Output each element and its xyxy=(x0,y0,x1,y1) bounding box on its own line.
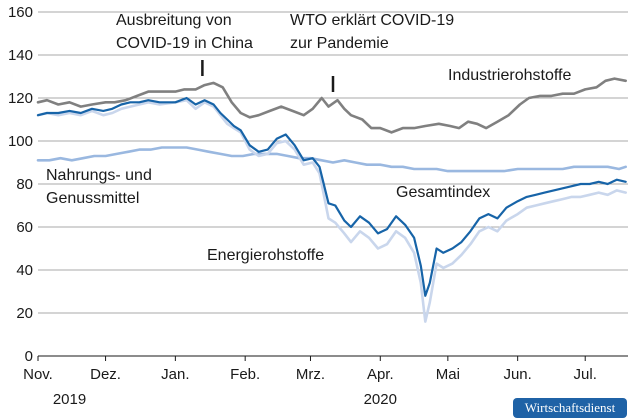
x-tick-label: Jun. xyxy=(503,366,531,383)
event-markers xyxy=(201,60,335,92)
y-tick-label: 100 xyxy=(8,133,33,150)
y-tick-label: 160 xyxy=(8,4,33,21)
series-line-industrierohstoffe xyxy=(36,77,627,134)
label-gesamtindex: Gesamtindex xyxy=(396,184,490,201)
x-tick-label: Mrz. xyxy=(296,366,325,383)
label-energierohstoffe: Energierohstoffe xyxy=(207,247,324,264)
series-line-energierohstoffe xyxy=(36,98,627,323)
label-nahrungsmittel-line2: Genussmittel xyxy=(46,190,139,207)
x-tick-label: Nov. xyxy=(23,366,53,383)
annotation-pandemie-line1: WTO erklärt COVID-19 xyxy=(290,12,454,29)
y-tick-label: 0 xyxy=(25,348,33,365)
label-nahrungsmittel-line1: Nahrungs- und xyxy=(46,167,152,184)
y-axis-ticks: 0 20 40 60 80 100 120 140 160 xyxy=(8,4,33,365)
x-tick-label: Dez. xyxy=(90,366,121,383)
x-tick-label: Jan. xyxy=(161,366,189,383)
annotation-pandemie-line2: zur Pandemie xyxy=(290,35,389,52)
x-axis-ticks: Nov. Dez. Jan. Feb. Mrz. Apr. Mai Jun. Jul. 2019 2… xyxy=(23,356,597,408)
y-tick-label: 80 xyxy=(16,176,33,193)
publisher-badge: Wirtschaftsdienst xyxy=(513,398,627,418)
gridlines xyxy=(38,11,628,314)
y-tick-label: 140 xyxy=(8,47,33,64)
series-lines xyxy=(36,77,627,323)
annotation-ausbreitung-line1: Ausbreitung von xyxy=(116,12,232,29)
x-tick-label: Feb. xyxy=(230,366,260,383)
year-label: 2020 xyxy=(364,391,397,408)
label-industrierohstoffe: Industrierohstoffe xyxy=(448,67,571,84)
annotation-ausbreitung-line2: COVID-19 in China xyxy=(116,35,253,52)
y-tick-label: 120 xyxy=(8,90,33,107)
series-line-gesamtindex xyxy=(36,96,627,297)
y-tick-label: 20 xyxy=(16,305,33,322)
series-line-nahrungs-und-genussmittel xyxy=(36,146,627,173)
y-tick-label: 60 xyxy=(16,219,33,236)
year-label: 2019 xyxy=(53,391,86,408)
x-tick-label: Mai xyxy=(436,366,460,383)
y-tick-label: 40 xyxy=(16,262,33,279)
x-tick-label: Apr. xyxy=(367,366,394,383)
x-tick-label: Jul. xyxy=(574,366,597,383)
